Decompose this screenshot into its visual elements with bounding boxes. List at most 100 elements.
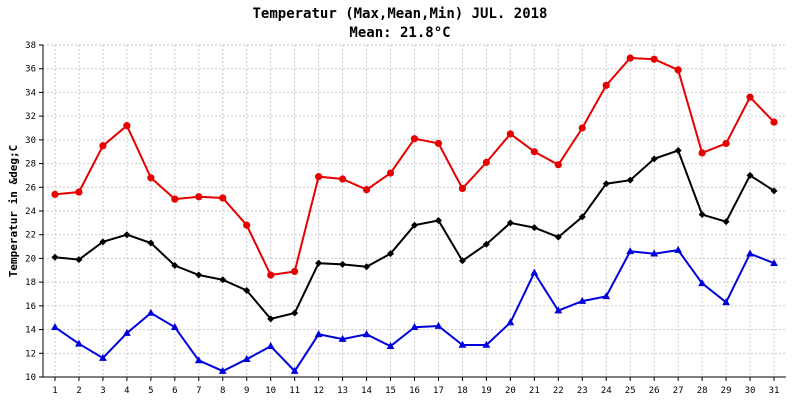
data-point bbox=[698, 279, 707, 287]
y-tick-label: 24 bbox=[25, 207, 36, 217]
y-tick-label: 38 bbox=[25, 41, 36, 51]
y-tick-label: 34 bbox=[25, 88, 36, 98]
data-point bbox=[578, 213, 586, 221]
data-point bbox=[362, 330, 371, 338]
data-point bbox=[51, 253, 59, 261]
data-point bbox=[171, 262, 179, 270]
data-point bbox=[458, 184, 467, 193]
data-point bbox=[387, 250, 395, 258]
series-1 bbox=[51, 147, 778, 323]
data-point bbox=[650, 155, 658, 163]
y-tick-label: 16 bbox=[25, 302, 36, 312]
x-tick-label: 12 bbox=[313, 386, 324, 396]
data-point bbox=[482, 240, 490, 248]
data-point bbox=[315, 259, 323, 267]
data-point bbox=[722, 298, 730, 306]
data-point bbox=[75, 188, 83, 196]
data-point bbox=[195, 193, 203, 201]
data-point bbox=[315, 173, 323, 181]
data-point bbox=[506, 318, 515, 326]
data-point bbox=[338, 175, 347, 183]
data-point bbox=[674, 147, 682, 155]
x-tick-label: 4 bbox=[124, 386, 129, 396]
y-tick-label: 26 bbox=[25, 183, 36, 193]
series-2 bbox=[51, 245, 778, 374]
x-tick-label: 11 bbox=[289, 386, 300, 396]
x-tick-label: 10 bbox=[265, 386, 276, 396]
data-point bbox=[171, 195, 179, 203]
data-point bbox=[770, 258, 778, 266]
data-point bbox=[195, 271, 203, 279]
data-point bbox=[123, 231, 131, 239]
x-tick-label: 21 bbox=[529, 386, 540, 396]
data-point bbox=[530, 224, 538, 232]
data-point bbox=[146, 308, 155, 316]
y-tick-label: 28 bbox=[25, 160, 36, 170]
data-point bbox=[770, 187, 778, 195]
y-tick-label: 30 bbox=[25, 136, 36, 146]
data-point bbox=[626, 54, 634, 62]
data-point bbox=[122, 328, 131, 336]
data-point bbox=[363, 263, 371, 271]
x-tick-label: 16 bbox=[409, 386, 420, 396]
data-point bbox=[482, 340, 491, 348]
data-point bbox=[698, 211, 706, 219]
data-point bbox=[626, 176, 634, 184]
data-point bbox=[75, 256, 83, 264]
data-point bbox=[219, 194, 227, 202]
data-point bbox=[194, 356, 203, 364]
x-tick-label: 1 bbox=[52, 386, 57, 396]
x-tick-label: 20 bbox=[505, 386, 516, 396]
data-point bbox=[650, 55, 658, 63]
data-point bbox=[51, 190, 59, 198]
series-0 bbox=[51, 54, 778, 279]
x-tick-label: 25 bbox=[625, 386, 636, 396]
y-tick-label: 12 bbox=[25, 349, 36, 359]
data-point bbox=[99, 238, 107, 246]
data-point bbox=[770, 118, 778, 126]
data-point bbox=[362, 186, 371, 194]
data-point bbox=[51, 323, 59, 330]
data-point bbox=[290, 366, 299, 374]
data-point bbox=[99, 142, 107, 150]
grid-layer bbox=[43, 44, 786, 377]
x-tick-label: 15 bbox=[385, 386, 396, 396]
data-point bbox=[267, 271, 275, 279]
data-point bbox=[170, 323, 179, 330]
x-tick-label: 22 bbox=[553, 386, 564, 396]
data-point bbox=[602, 81, 610, 89]
data-point bbox=[386, 169, 395, 177]
data-point bbox=[554, 306, 563, 314]
x-tick-label: 23 bbox=[577, 386, 588, 396]
y-tick-label: 22 bbox=[25, 231, 36, 241]
x-tick-label: 7 bbox=[196, 386, 201, 396]
data-point bbox=[219, 276, 227, 284]
data-point bbox=[386, 341, 395, 349]
data-point bbox=[746, 171, 754, 179]
data-point bbox=[698, 149, 706, 157]
y-tick-label: 36 bbox=[25, 65, 36, 75]
x-tick-label: 17 bbox=[433, 386, 444, 396]
chart-subtitle: Mean: 21.8°C bbox=[349, 25, 450, 41]
x-tick-label: 26 bbox=[649, 386, 660, 396]
data-point bbox=[291, 267, 299, 276]
data-point bbox=[75, 339, 83, 347]
data-point bbox=[530, 268, 539, 276]
data-point bbox=[291, 309, 299, 317]
series-layer bbox=[51, 54, 778, 374]
x-tick-label: 19 bbox=[481, 386, 492, 396]
data-point bbox=[626, 247, 635, 255]
data-point bbox=[242, 355, 251, 363]
x-tick-label: 2 bbox=[76, 386, 81, 396]
data-point bbox=[722, 139, 730, 148]
data-point bbox=[722, 218, 730, 226]
data-point bbox=[746, 249, 754, 257]
x-tick-label: 24 bbox=[601, 386, 612, 396]
data-point bbox=[650, 249, 659, 257]
data-point bbox=[554, 233, 562, 241]
data-point bbox=[506, 130, 514, 138]
data-point bbox=[482, 158, 491, 166]
x-tick-label: 14 bbox=[361, 386, 372, 396]
x-tick-label: 5 bbox=[148, 386, 153, 396]
